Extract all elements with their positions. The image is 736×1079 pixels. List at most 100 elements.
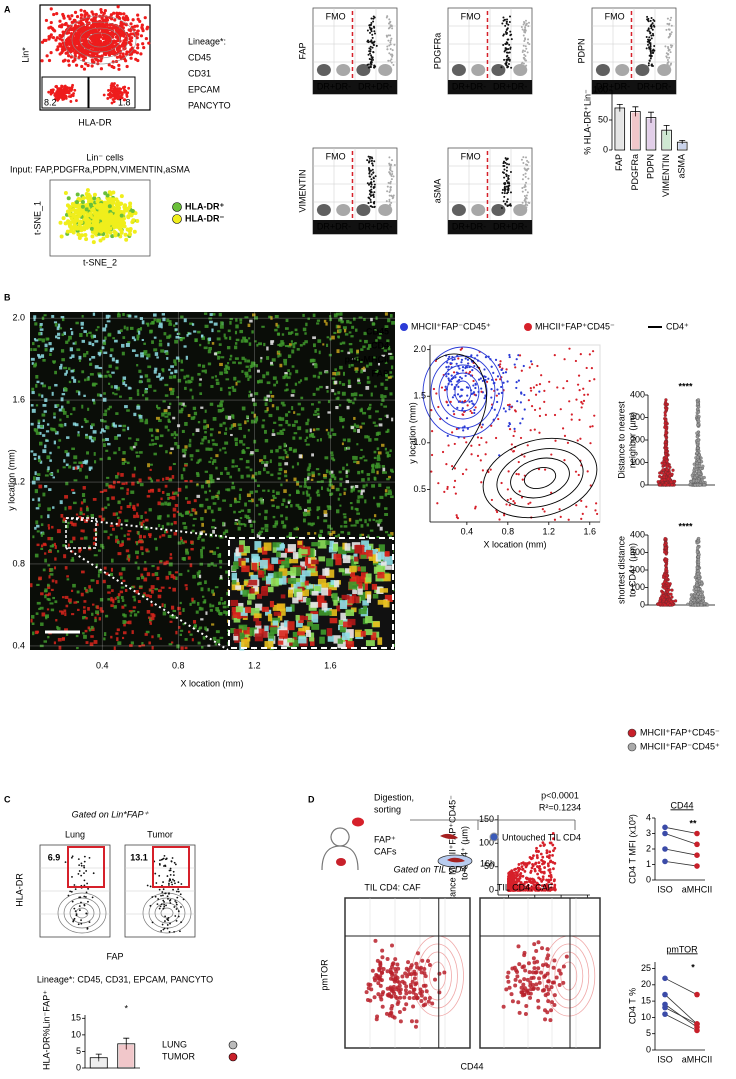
stain-pixel (121, 343, 125, 348)
event-dot (88, 202, 93, 207)
event-dot (646, 18, 649, 21)
stain-pixel (262, 489, 266, 492)
event-dot (524, 168, 527, 171)
stain-pixel (215, 454, 219, 458)
stain-pixel (52, 476, 56, 479)
event-dot (503, 168, 506, 171)
event-dot (63, 221, 68, 226)
stain-pixel (342, 326, 347, 330)
stain-pixel (173, 359, 177, 364)
stain-pixel (175, 322, 178, 325)
stain-pixel (47, 466, 50, 471)
event-dot (651, 28, 654, 31)
stain-pixel (64, 595, 69, 599)
stain-pixel (175, 335, 180, 339)
stain-pixel (277, 332, 280, 336)
stain-pixel (275, 406, 280, 411)
event-dot (501, 188, 504, 191)
stain-pixel (44, 485, 48, 488)
event-dot (101, 18, 105, 22)
event-dot (98, 43, 102, 47)
stain-pixel (191, 395, 194, 400)
stain-pixel (142, 535, 146, 539)
stain-pixel (247, 323, 251, 328)
event-dot (522, 205, 525, 208)
event-dot (502, 171, 505, 174)
legend-swatch (172, 214, 182, 224)
stain-pixel (150, 603, 154, 607)
event-dot (115, 11, 119, 15)
stain-pixel (311, 453, 315, 457)
stain-pixel (231, 485, 236, 490)
stain-pixel (133, 598, 136, 602)
stain-pixel (38, 607, 41, 610)
event-dot (142, 46, 146, 50)
stain-pixel (237, 467, 241, 472)
event-dot (646, 40, 649, 43)
stain-pixel (165, 450, 168, 454)
event-dot (93, 227, 98, 232)
stain-pixel (105, 614, 109, 618)
stain-pixel (212, 459, 217, 463)
event-dot (390, 37, 393, 40)
stain-pixel (384, 489, 388, 493)
event-dot (91, 51, 95, 55)
event-dot (650, 27, 653, 30)
event-dot (130, 36, 134, 40)
event-dot (83, 232, 88, 237)
stain-pixel (175, 630, 178, 635)
event-dot (666, 17, 669, 20)
event-dot (91, 39, 95, 43)
event-dot (509, 204, 512, 207)
event-dot (102, 41, 106, 45)
event-dot (510, 38, 513, 41)
stain-pixel (203, 419, 207, 424)
event-dot (122, 205, 127, 210)
stain-pixel (106, 476, 110, 479)
stain-pixel (148, 641, 151, 645)
stain-pixel (136, 364, 139, 367)
stain-pixel (240, 474, 244, 479)
stain-pixel (107, 503, 110, 507)
stain-pixel (275, 380, 279, 384)
event-dot (392, 194, 395, 197)
stain-pixel (211, 328, 214, 333)
stain-pixel (220, 471, 223, 476)
stain-pixel (128, 437, 132, 440)
stain-pixel (366, 523, 370, 527)
stain-pixel (200, 618, 204, 621)
stain-pixel (388, 489, 392, 492)
event-dot (369, 205, 372, 208)
stain-pixel (162, 368, 165, 373)
stain-pixel (382, 467, 386, 472)
event-dot (524, 188, 527, 191)
stain-pixel (148, 508, 152, 512)
event-dot (648, 46, 651, 49)
event-dot (100, 209, 105, 214)
stain-pixel (248, 519, 252, 523)
stain-pixel (112, 391, 115, 395)
stain-pixel (254, 340, 257, 343)
event-dot (506, 27, 509, 30)
stain-pixel (310, 403, 314, 406)
stain-pixel (124, 588, 128, 592)
stain-pixel (305, 490, 309, 495)
stain-pixel (209, 474, 213, 477)
event-dot (112, 229, 117, 234)
stain-pixel (97, 573, 100, 578)
event-dot (111, 31, 115, 35)
stain-pixel (307, 532, 311, 535)
stain-pixel (352, 401, 355, 405)
stain-pixel (33, 457, 37, 460)
stain-pixel (151, 439, 154, 442)
stain-pixel (67, 367, 71, 371)
stain-pixel (241, 370, 244, 373)
event-dot (75, 192, 80, 197)
stain-pixel (60, 513, 64, 518)
stain-pixel (71, 447, 75, 450)
stain-pixel (133, 466, 136, 471)
stain-pixel (243, 434, 246, 439)
stain-pixel (64, 422, 67, 427)
stain-pixel (187, 414, 191, 417)
event-dot (71, 83, 74, 87)
